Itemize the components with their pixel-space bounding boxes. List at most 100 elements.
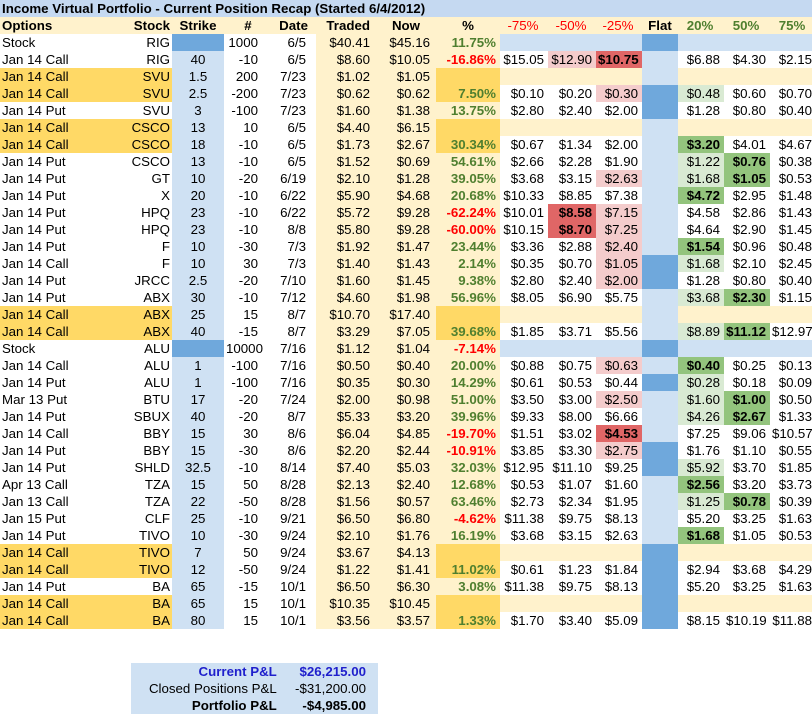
cell-traded[interactable]: $0.50	[316, 357, 376, 374]
cell-date[interactable]: 7/12	[280, 290, 306, 305]
cell-date[interactable]: 8/6	[287, 443, 307, 458]
cell-traded[interactable]: $8.60	[316, 51, 376, 68]
cell-plus20[interactable]: $1.68	[678, 255, 724, 272]
cell-strike[interactable]: 1	[172, 374, 224, 391]
cell-minus75[interactable]: $10.01	[503, 205, 544, 220]
cell-plus75[interactable]: $0.50	[778, 392, 812, 407]
cell-minus75[interactable]	[500, 119, 548, 136]
cell-flat[interactable]	[642, 289, 678, 306]
cell-stock[interactable]: TZA	[144, 494, 170, 509]
cell-minus75[interactable]: $0.10	[510, 86, 544, 101]
cell-plus50[interactable]: $3.25	[732, 579, 766, 594]
cell-minus25[interactable]: $6.66	[604, 409, 638, 424]
cell-date[interactable]: 7/24	[280, 392, 306, 407]
cell-minus25[interactable]	[596, 595, 642, 612]
cell-strike[interactable]: 3	[172, 102, 224, 119]
cell-quantity[interactable]: -200	[231, 86, 258, 101]
cell-option[interactable]: Jan 14 Put	[2, 154, 66, 169]
cell-date[interactable]: 9/24	[280, 528, 306, 543]
cell-minus50[interactable]: $2.40	[558, 103, 592, 118]
cell-minus25[interactable]: $8.13	[604, 579, 638, 594]
cell-minus25[interactable]: $0.63	[596, 357, 642, 374]
cell-plus75[interactable]: $1.63	[778, 511, 812, 526]
cell-date[interactable]: 10/1	[280, 596, 306, 611]
cell-minus25[interactable]: $2.63	[596, 170, 642, 187]
cell-option[interactable]: Jan 14 Call	[2, 358, 69, 373]
cell-plus50[interactable]: $9.06	[732, 426, 766, 441]
cell-minus75[interactable]	[500, 544, 548, 561]
cell-date[interactable]: 7/23	[280, 86, 306, 101]
cell-plus20[interactable]: $0.48	[678, 85, 724, 102]
cell-now[interactable]: $0.62	[376, 85, 436, 102]
cell-now[interactable]: $4.68	[376, 187, 436, 204]
cell-quantity[interactable]: -30	[238, 528, 258, 543]
cell-now[interactable]: $1.47	[376, 238, 436, 255]
cell-now[interactable]: $0.30	[376, 374, 436, 391]
cell-minus75[interactable]: $0.53	[510, 477, 544, 492]
cell-plus75[interactable]: $0.40	[778, 273, 812, 288]
cell-plus20[interactable]: $1.54	[678, 238, 724, 255]
cell-minus25[interactable]	[596, 119, 642, 136]
cell-minus50[interactable]: $3.02	[558, 426, 592, 441]
cell-pct-change[interactable]: 32.03%	[436, 459, 500, 476]
cell-option[interactable]: Mar 13 Put	[2, 392, 68, 407]
cell-date[interactable]: 6/22	[280, 205, 306, 220]
cell-quantity[interactable]: -20	[238, 392, 258, 407]
cell-strike[interactable]: 30	[172, 289, 224, 306]
cell-minus25[interactable]: $1.84	[604, 562, 638, 577]
cell-stock[interactable]: HPQ	[141, 222, 170, 237]
cell-plus20[interactable]: $7.25	[686, 426, 720, 441]
cell-minus25[interactable]: $1.60	[604, 477, 638, 492]
cell-now[interactable]: $1.98	[376, 289, 436, 306]
cell-minus75[interactable]	[500, 34, 548, 51]
cell-minus25[interactable]: $1.05	[596, 255, 642, 272]
cell-option[interactable]: Jan 14 Call	[0, 561, 114, 578]
cell-stock[interactable]: SHLD	[134, 460, 170, 475]
cell-strike[interactable]: 17	[172, 391, 224, 408]
cell-minus50[interactable]: $2.88	[558, 239, 592, 254]
cell-stock[interactable]: GT	[151, 171, 170, 186]
cell-traded[interactable]: $4.40	[316, 119, 376, 136]
cell-minus50[interactable]: $1.23	[558, 562, 592, 577]
cell-plus20[interactable]: $4.26	[678, 408, 724, 425]
cell-plus75[interactable]	[770, 34, 812, 51]
cell-pct-change[interactable]: 2.14%	[436, 255, 500, 272]
cell-plus20[interactable]: $1.28	[686, 273, 720, 288]
cell-stock[interactable]: CSCO	[131, 154, 170, 169]
cell-minus25[interactable]: $7.15	[596, 204, 642, 221]
cell-date[interactable]: 6/5	[287, 154, 307, 169]
cell-plus75[interactable]	[770, 68, 812, 85]
cell-flat[interactable]	[642, 68, 678, 85]
cell-plus20[interactable]: $4.64	[686, 222, 720, 237]
cell-stock[interactable]: F	[161, 256, 170, 271]
cell-traded[interactable]: $5.72	[316, 204, 376, 221]
cell-plus50[interactable]	[724, 34, 770, 51]
cell-traded[interactable]: $7.40	[316, 459, 376, 476]
cell-now[interactable]: $6.80	[376, 510, 436, 527]
cell-quantity[interactable]: -10	[238, 222, 258, 237]
cell-option[interactable]: Jan 14 Put	[2, 103, 66, 118]
cell-traded[interactable]: $2.00	[316, 391, 376, 408]
cell-quantity[interactable]: 1000	[228, 35, 258, 50]
cell-stock[interactable]: ALU	[144, 375, 170, 390]
cell-quantity[interactable]: -15	[238, 579, 258, 594]
cell-minus50[interactable]	[548, 119, 596, 136]
cell-plus75[interactable]	[770, 340, 812, 357]
cell-plus75[interactable]: $0.13	[778, 358, 812, 373]
header-minus75[interactable]: -75%	[500, 17, 548, 34]
cell-now[interactable]: $1.43	[376, 255, 436, 272]
cell-date[interactable]: 6/5	[287, 120, 307, 135]
cell-strike[interactable]: 40	[172, 51, 224, 68]
cell-stock[interactable]: BA	[152, 579, 170, 594]
cell-option[interactable]: Jan 14 Put	[2, 290, 66, 305]
cell-minus75[interactable]: $0.61	[510, 375, 544, 390]
sheet-title[interactable]: Income Virtual Portfolio - Current Posit…	[0, 0, 812, 17]
cell-now[interactable]: $3.57	[376, 612, 436, 629]
cell-plus75[interactable]: $1.63	[778, 579, 812, 594]
cell-flat[interactable]	[642, 340, 678, 357]
cell-plus75[interactable]	[770, 306, 812, 323]
cell-now[interactable]: $1.76	[376, 527, 436, 544]
cell-stock[interactable]: ABX	[114, 323, 172, 340]
cell-traded[interactable]: $2.10	[316, 527, 376, 544]
cell-date[interactable]: 7/3	[287, 256, 307, 271]
